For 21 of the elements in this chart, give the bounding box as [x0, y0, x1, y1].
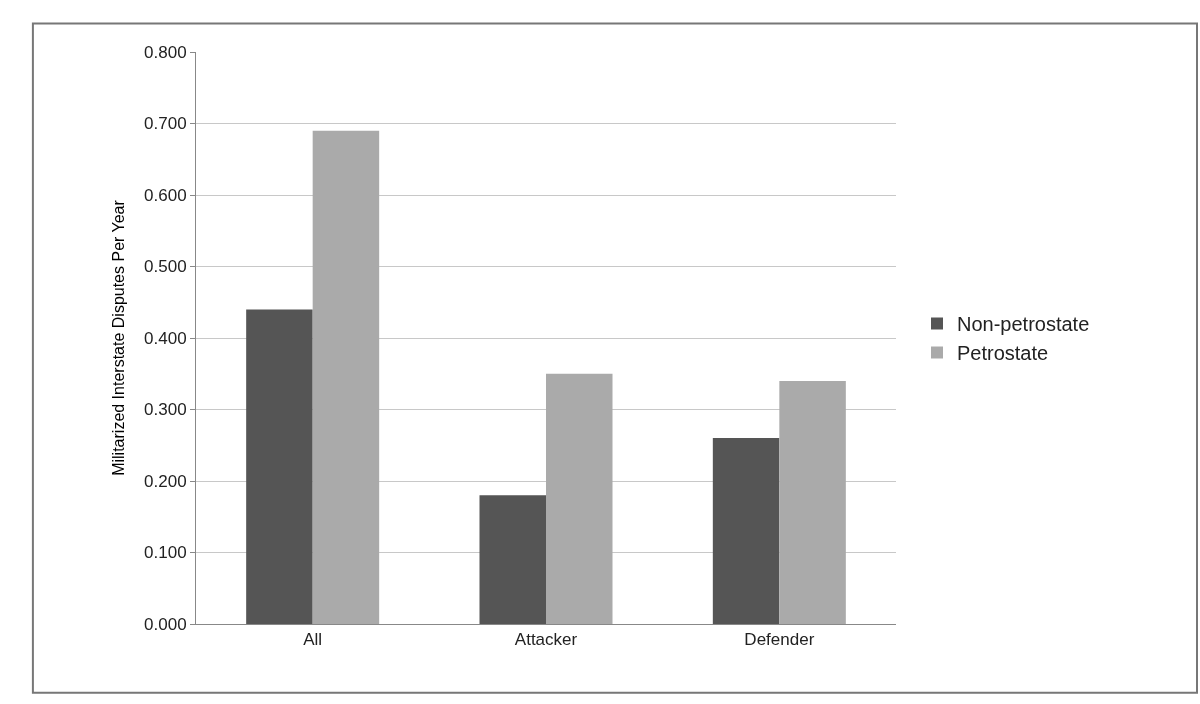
bar: [246, 309, 313, 624]
y-tick-label: 0.800: [144, 42, 187, 62]
bar: [712, 438, 780, 624]
bar: [312, 130, 380, 624]
y-tick-label: 0.600: [144, 185, 187, 205]
bar: [779, 380, 846, 624]
y-tick-label: 0.300: [144, 400, 187, 420]
x-tick-label: Defender: [744, 630, 815, 650]
x-tick-label: Attacker: [514, 630, 578, 650]
y-axis-title: Militarized Interstate Disputes Per Year: [109, 199, 127, 476]
y-tick-label: 0.400: [144, 328, 187, 348]
bar: [546, 373, 613, 624]
y-tick-label: 0.000: [144, 614, 187, 634]
y-tick-label: 0.100: [144, 543, 187, 563]
y-tick-label: 0.700: [144, 114, 187, 134]
bar: [479, 495, 546, 624]
legend-label: Petrostate: [957, 342, 1049, 365]
legend-label: Non-petrostate: [957, 313, 1090, 336]
y-tick-label: 0.200: [144, 471, 187, 491]
y-tick-label: 0.500: [144, 257, 187, 277]
x-tick-label: All: [303, 630, 323, 650]
